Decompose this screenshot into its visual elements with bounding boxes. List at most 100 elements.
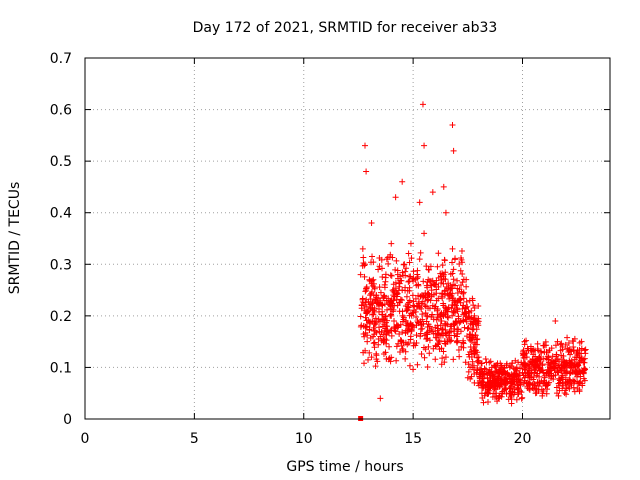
y-tick-label: 0.4 xyxy=(50,206,72,222)
data-point-plus xyxy=(502,376,509,383)
data-point-plus xyxy=(475,302,482,309)
data-point-plus xyxy=(533,389,540,396)
data-point-plus xyxy=(417,249,424,256)
data-point-plus xyxy=(366,349,373,356)
data-point-plus xyxy=(375,335,382,342)
data-point-plus xyxy=(377,289,384,296)
data-point-plus xyxy=(454,277,461,284)
data-point-plus xyxy=(438,345,445,352)
data-point-plus xyxy=(449,270,456,277)
data-point-plus xyxy=(439,262,446,269)
data-point-plus xyxy=(478,360,485,367)
data-point-plus xyxy=(451,332,458,339)
data-point-plus xyxy=(552,372,559,379)
data-point-plus xyxy=(510,378,517,385)
data-point-plus xyxy=(394,290,401,297)
data-point-plus xyxy=(566,358,573,365)
data-point-plus xyxy=(580,370,587,377)
data-point-plus xyxy=(417,322,424,329)
data-point-plus xyxy=(414,275,421,282)
data-point-plus xyxy=(359,296,366,303)
data-point-plus xyxy=(464,325,471,332)
data-point-plus xyxy=(448,305,455,312)
data-point-plus xyxy=(368,354,375,361)
data-point-plus xyxy=(553,351,560,358)
data-point-plus xyxy=(575,371,582,378)
data-point-plus xyxy=(451,299,458,306)
data-point-plus xyxy=(387,272,394,279)
data-point-plus xyxy=(424,297,431,304)
data-point-plus xyxy=(532,382,539,389)
data-point-plus xyxy=(556,362,563,369)
chart-title: Day 172 of 2021, SRMTID for receiver ab3… xyxy=(193,20,498,36)
data-point-plus xyxy=(466,334,473,341)
data-point-plus xyxy=(425,266,432,273)
y-tick-label: 0.7 xyxy=(50,51,72,67)
data-point-plus xyxy=(361,360,368,367)
data-point-plus xyxy=(441,320,448,327)
data-point-plus xyxy=(357,271,364,278)
data-point-plus xyxy=(443,283,450,290)
data-point-plus xyxy=(363,309,370,316)
data-point-plus xyxy=(454,290,461,297)
data-point-plus xyxy=(478,366,485,373)
data-point-plus xyxy=(402,327,409,334)
data-point-plus xyxy=(501,364,508,371)
data-point-plus xyxy=(361,262,368,269)
data-point-plus xyxy=(503,390,510,397)
data-point-plus xyxy=(503,380,510,387)
data-point-plus xyxy=(419,316,426,323)
data-point-plus xyxy=(379,301,386,308)
data-point-plus xyxy=(404,287,411,294)
data-point-plus xyxy=(438,276,445,283)
data-point-plus xyxy=(396,280,403,287)
data-point-plus xyxy=(417,333,424,340)
data-point-plus xyxy=(369,253,376,260)
data-point-plus xyxy=(457,267,464,274)
data-point-plus xyxy=(530,376,537,383)
data-point-plus xyxy=(512,357,519,364)
data-point-plus xyxy=(424,284,431,291)
data-point-plus xyxy=(383,330,390,337)
data-point-plus xyxy=(521,377,528,384)
data-point-plus xyxy=(429,311,436,318)
data-point-plus xyxy=(480,399,487,406)
data-point-plus xyxy=(359,245,366,252)
data-point-plus xyxy=(442,340,449,347)
data-point-plus xyxy=(566,385,573,392)
data-point-plus xyxy=(379,274,386,281)
data-point-plus xyxy=(567,370,574,377)
data-point-plus xyxy=(449,122,456,129)
data-point-plus xyxy=(410,268,417,275)
data-point-plus xyxy=(463,276,470,283)
data-point-plus xyxy=(581,347,588,354)
data-point-plus xyxy=(520,351,527,358)
data-point-plus xyxy=(392,285,399,292)
data-point-plus xyxy=(574,385,581,392)
data-point-plus xyxy=(397,296,404,303)
data-point-plus xyxy=(564,345,571,352)
data-point-plus xyxy=(486,370,493,377)
data-point-plus xyxy=(538,378,545,385)
data-point-plus xyxy=(567,378,574,385)
data-point-plus xyxy=(370,324,377,331)
data-point-plus xyxy=(434,263,441,270)
data-point-plus xyxy=(404,307,411,314)
data-point-plus xyxy=(445,280,452,287)
data-point-plus xyxy=(542,338,549,345)
data-point-plus xyxy=(555,392,562,399)
data-point-plus xyxy=(367,292,374,299)
data-point-plus xyxy=(552,342,559,349)
data-point-plus xyxy=(498,370,505,377)
data-point-plus xyxy=(402,302,409,309)
data-point-plus xyxy=(360,259,367,266)
data-point-plus xyxy=(474,336,481,343)
data-point-plus xyxy=(404,321,411,328)
data-point-plus xyxy=(392,194,399,201)
data-point-plus xyxy=(368,278,375,285)
data-point-plus xyxy=(420,293,427,300)
data-point-plus xyxy=(395,275,402,282)
data-point-plus xyxy=(432,356,439,363)
data-point-plus xyxy=(427,263,434,270)
data-point-plus xyxy=(463,318,470,325)
